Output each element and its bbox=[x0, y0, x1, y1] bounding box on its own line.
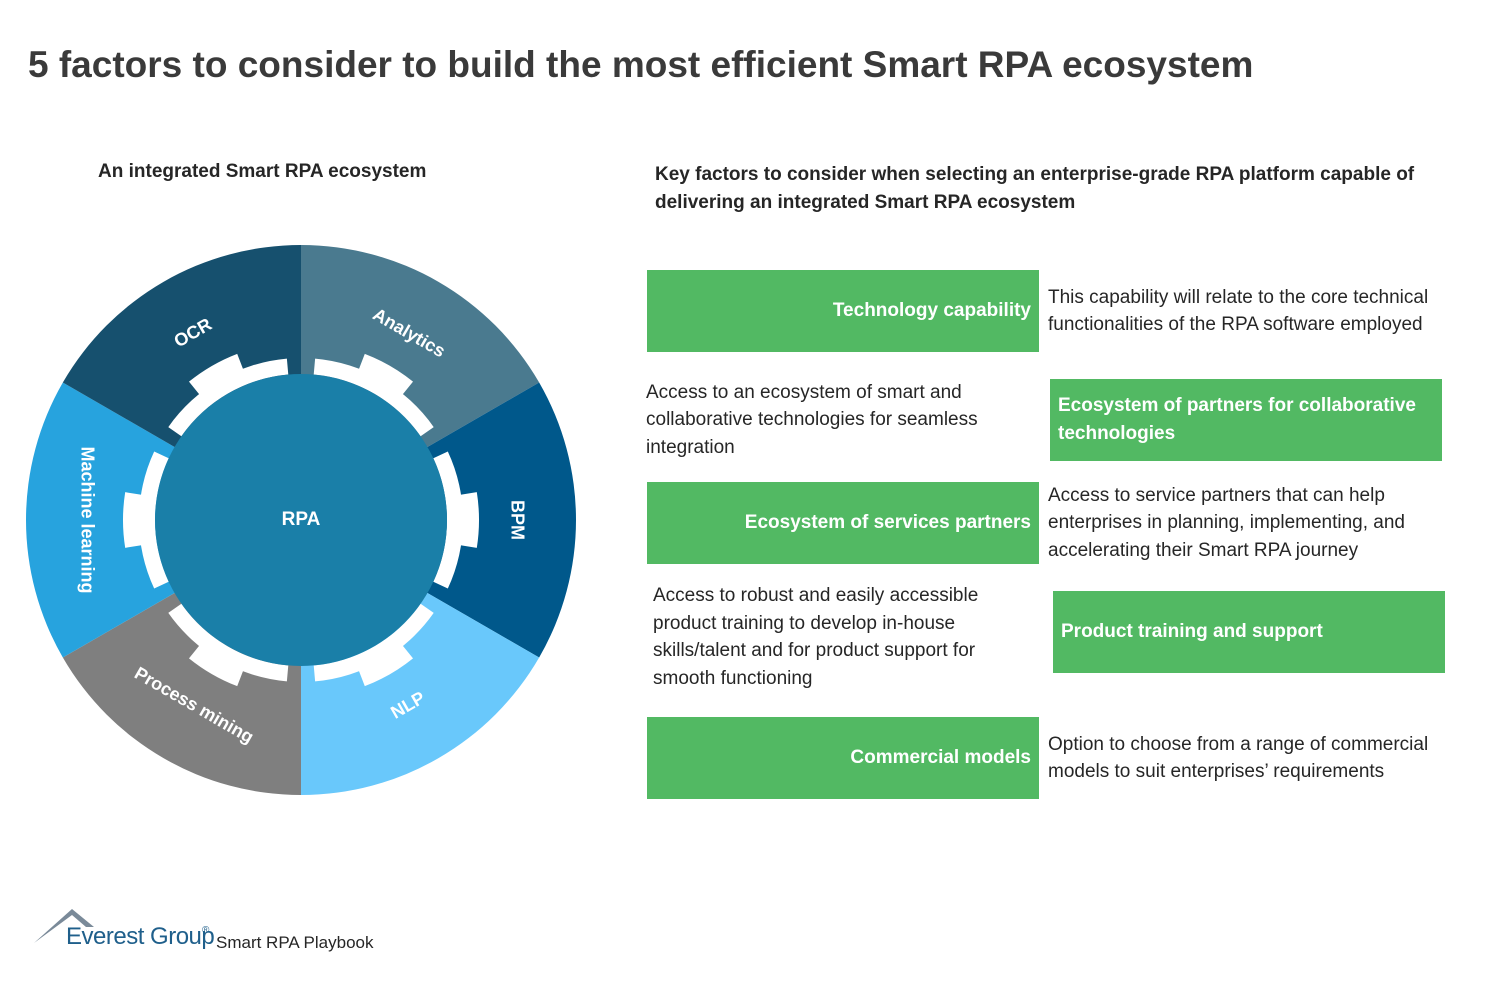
ring-tab bbox=[188, 353, 244, 396]
segment bbox=[301, 590, 540, 795]
ring-arc bbox=[313, 603, 434, 682]
center-circle bbox=[155, 374, 447, 666]
right-heading: Key factors to consider when selecting a… bbox=[655, 164, 1415, 213]
registered-mark: ® bbox=[202, 925, 210, 936]
logo bbox=[34, 909, 94, 943]
left-heading: An integrated Smart RPA ecosystem bbox=[98, 161, 427, 182]
title: 5 factors to consider to build the most … bbox=[28, 44, 1254, 85]
segment bbox=[301, 245, 540, 450]
ring-arc bbox=[168, 603, 289, 682]
factor-box: Commercial models bbox=[647, 717, 1039, 799]
ring-tab bbox=[123, 492, 143, 548]
brand: Everest Group bbox=[66, 923, 215, 950]
ring-tab bbox=[358, 644, 414, 687]
factor-box: Ecosystem of services partners bbox=[647, 482, 1039, 564]
segment bbox=[26, 382, 180, 658]
segment-label: Machine learning bbox=[77, 446, 97, 593]
ring-arc bbox=[313, 358, 434, 437]
ring-tab bbox=[188, 644, 244, 687]
center-label: RPA bbox=[282, 509, 321, 530]
ring-arc bbox=[138, 451, 169, 589]
factor-box: Ecosystem of partners for collaborative … bbox=[1050, 379, 1442, 461]
ring-tab bbox=[459, 492, 479, 548]
segment bbox=[62, 590, 301, 795]
factor-description: This capability will relate to the core … bbox=[1048, 286, 1429, 336]
segment bbox=[422, 382, 576, 658]
factor-box: Product training and support bbox=[1053, 591, 1445, 673]
factor-description: Option to choose from a range of commerc… bbox=[1048, 733, 1429, 783]
segment-label: BPM bbox=[507, 500, 527, 540]
factor-description: Access to robust and easily accessible p… bbox=[653, 585, 979, 689]
ring-tab bbox=[358, 353, 414, 396]
segment bbox=[62, 245, 301, 450]
factor-box: Technology capability bbox=[647, 270, 1039, 352]
ring-arc bbox=[433, 451, 463, 589]
factor-description: Access to service partners that can help… bbox=[1048, 484, 1405, 561]
product: Smart RPA Playbook bbox=[216, 933, 374, 952]
factor-description: Access to an ecosystem of smart and coll… bbox=[646, 381, 978, 458]
ring-arc bbox=[168, 358, 289, 437]
